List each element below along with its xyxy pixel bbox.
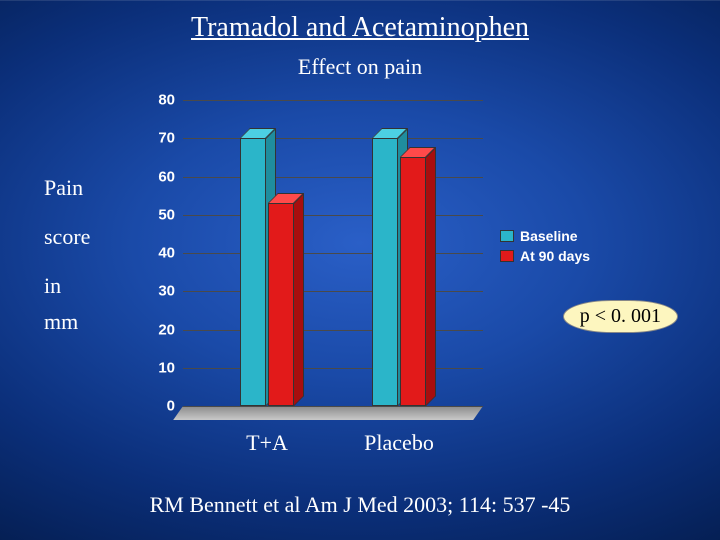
legend-swatch — [500, 250, 514, 262]
grid-line — [183, 215, 483, 216]
legend-label: Baseline — [520, 228, 578, 244]
category-label: T+A — [246, 430, 288, 456]
bar — [268, 203, 294, 406]
bar-chart: 01020304050607080 BaselineAt 90 days T+A… — [135, 100, 555, 460]
grid-line — [183, 100, 483, 101]
plot-area: 01020304050607080 — [183, 100, 483, 420]
chart-floor — [173, 406, 483, 420]
citation: RM Bennett et al Am J Med 2003; 114: 537… — [0, 492, 720, 518]
y-axis-label-line: mm — [44, 304, 124, 339]
y-tick-label: 80 — [135, 92, 175, 109]
y-axis-label: Pain score in mm — [44, 170, 124, 353]
y-axis-label-line: score — [44, 219, 124, 254]
legend-item: At 90 days — [500, 248, 620, 264]
legend-item: Baseline — [500, 228, 620, 244]
slide: Tramadol and Acetaminophen Effect on pai… — [0, 0, 720, 540]
legend-swatch — [500, 230, 514, 242]
y-tick-label: 60 — [135, 168, 175, 185]
y-tick-label: 40 — [135, 245, 175, 262]
page-subtitle: Effect on pain — [0, 54, 720, 80]
y-tick-label: 0 — [135, 398, 175, 415]
y-axis-label-line: Pain — [44, 170, 124, 205]
bar — [240, 138, 266, 406]
grid-line — [183, 138, 483, 139]
bar — [372, 138, 398, 406]
y-tick-label: 70 — [135, 130, 175, 147]
bar — [400, 157, 426, 406]
grid-line — [183, 177, 483, 178]
grid-line — [183, 253, 483, 254]
category-label: Placebo — [364, 430, 434, 456]
y-tick-label: 30 — [135, 283, 175, 300]
grid-line — [183, 330, 483, 331]
chart-plot: 01020304050607080 — [183, 100, 483, 406]
grid-line — [183, 291, 483, 292]
y-tick-label: 50 — [135, 206, 175, 223]
grid-line — [183, 368, 483, 369]
legend-label: At 90 days — [520, 248, 590, 264]
p-value-badge: p < 0. 001 — [563, 300, 678, 333]
y-axis-label-line: in — [44, 268, 124, 303]
page-title: Tramadol and Acetaminophen — [0, 12, 720, 44]
grid-line — [183, 406, 483, 407]
legend: Baseline At 90 days — [500, 228, 620, 268]
y-tick-label: 10 — [135, 359, 175, 376]
y-tick-label: 20 — [135, 321, 175, 338]
